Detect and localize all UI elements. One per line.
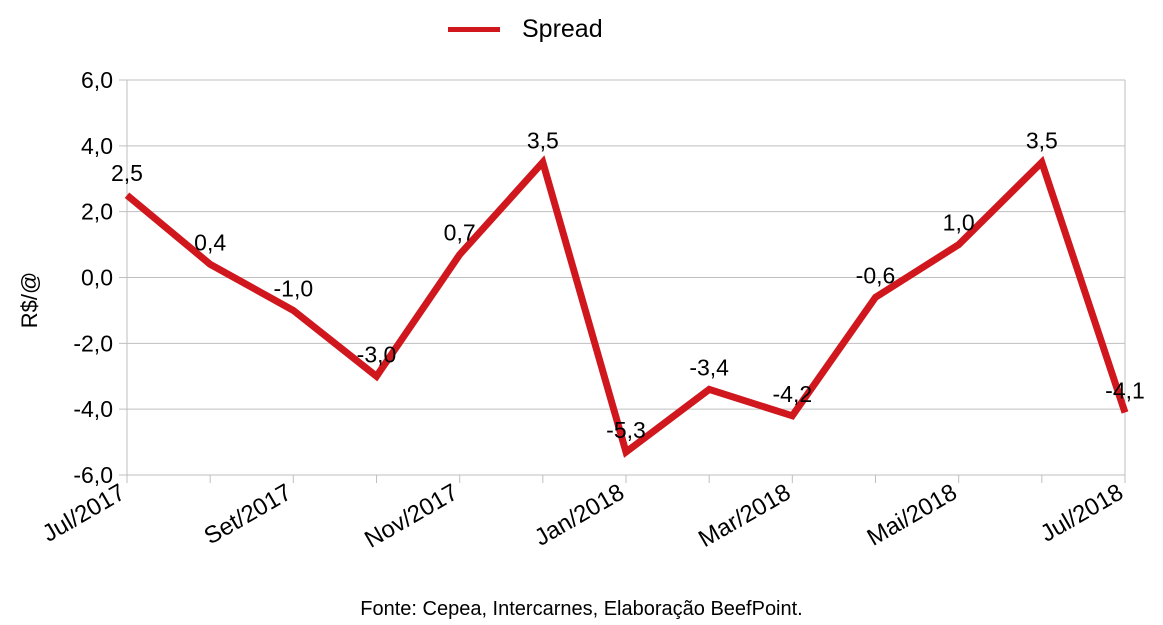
grid-lines — [119, 79, 1125, 476]
data-label: -1,0 — [274, 275, 314, 301]
y-tick-labels: 6,0 4,0 2,0 0,0 -2,0 -4,0 -6,0 — [73, 67, 113, 488]
data-label: 2,5 — [111, 160, 143, 186]
y-tick-label: 6,0 — [81, 67, 113, 93]
x-tick-label: Mai/2018 — [863, 479, 962, 552]
legend: Spread — [448, 15, 603, 44]
x-tick-label: Nov/2017 — [360, 479, 462, 554]
data-label: -4,2 — [773, 381, 813, 407]
data-label: 0,7 — [444, 219, 476, 245]
series-line-spread — [124, 155, 1129, 458]
data-label: 0,4 — [194, 229, 226, 255]
y-tick-label: 0,0 — [81, 265, 113, 291]
y-tick-label: 2,0 — [81, 199, 113, 225]
legend-label-spread: Spread — [522, 15, 603, 43]
series-lines — [124, 155, 1129, 458]
data-labels: 2,5 0,4 -1,0 -3,0 0,7 3,5 -5,3 -3,4 -4,2 -0,6 1,0 3… — [111, 127, 1145, 443]
y-tick-label: -6,0 — [73, 462, 113, 488]
data-label: -0,6 — [856, 262, 896, 288]
x-tick-label: Jan/2018 — [530, 479, 629, 552]
data-label: -3,0 — [357, 341, 397, 367]
data-label: 1,0 — [943, 210, 975, 236]
legend-swatch-spread — [448, 27, 500, 32]
x-tick-label: Jul/2017 — [38, 479, 130, 548]
y-axis-label: R$/@ — [17, 272, 42, 329]
data-label: 3,5 — [527, 127, 559, 153]
x-tick-label: Set/2017 — [200, 479, 297, 550]
data-label: 3,5 — [1026, 127, 1058, 153]
data-label: -3,4 — [689, 354, 729, 380]
x-tick-label: Mar/2018 — [694, 479, 795, 553]
source-note: Fonte: Cepea, Intercarnes, Elaboração Be… — [360, 598, 803, 620]
y-tick-label: -2,0 — [73, 330, 113, 356]
y-tick-label: -4,0 — [73, 396, 113, 422]
data-label: -4,1 — [1105, 377, 1145, 403]
x-tick-label: Jul/2018 — [1036, 479, 1128, 548]
x-tick-labels: Jul/2017 Set/2017 Nov/2017 Jan/2018 Mar/2018… — [38, 479, 1128, 554]
y-tick-label: 4,0 — [81, 133, 113, 159]
data-label: -5,3 — [606, 417, 646, 443]
